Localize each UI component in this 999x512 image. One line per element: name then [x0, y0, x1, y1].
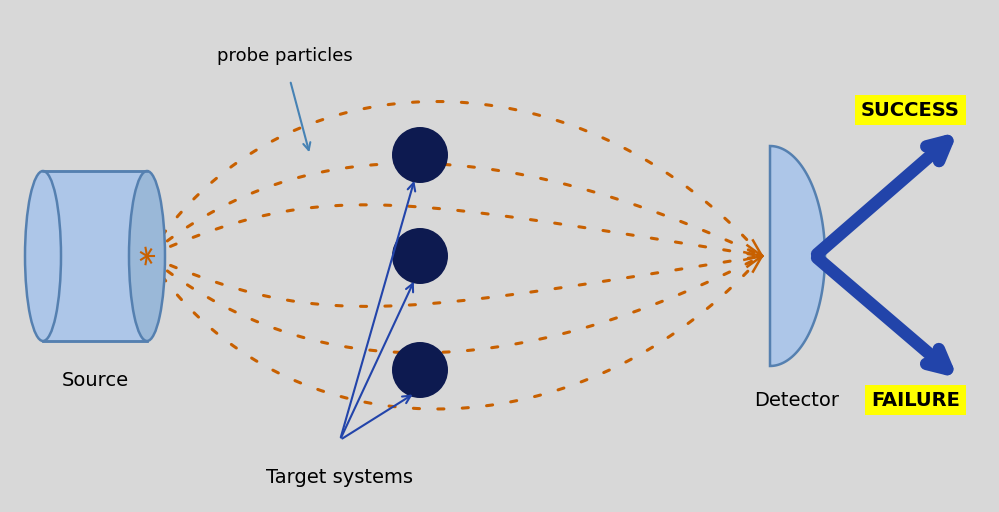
- Text: SUCCESS: SUCCESS: [861, 100, 960, 119]
- Ellipse shape: [25, 171, 61, 341]
- Text: Source: Source: [61, 371, 129, 390]
- Bar: [43, 171, 147, 341]
- Polygon shape: [770, 146, 825, 366]
- Text: Target systems: Target systems: [267, 468, 414, 487]
- Circle shape: [392, 127, 448, 183]
- Circle shape: [392, 342, 448, 398]
- Text: probe particles: probe particles: [217, 47, 353, 65]
- Circle shape: [392, 228, 448, 284]
- Ellipse shape: [129, 171, 165, 341]
- Text: Detector: Detector: [754, 391, 839, 410]
- Text: FAILURE: FAILURE: [871, 391, 960, 410]
